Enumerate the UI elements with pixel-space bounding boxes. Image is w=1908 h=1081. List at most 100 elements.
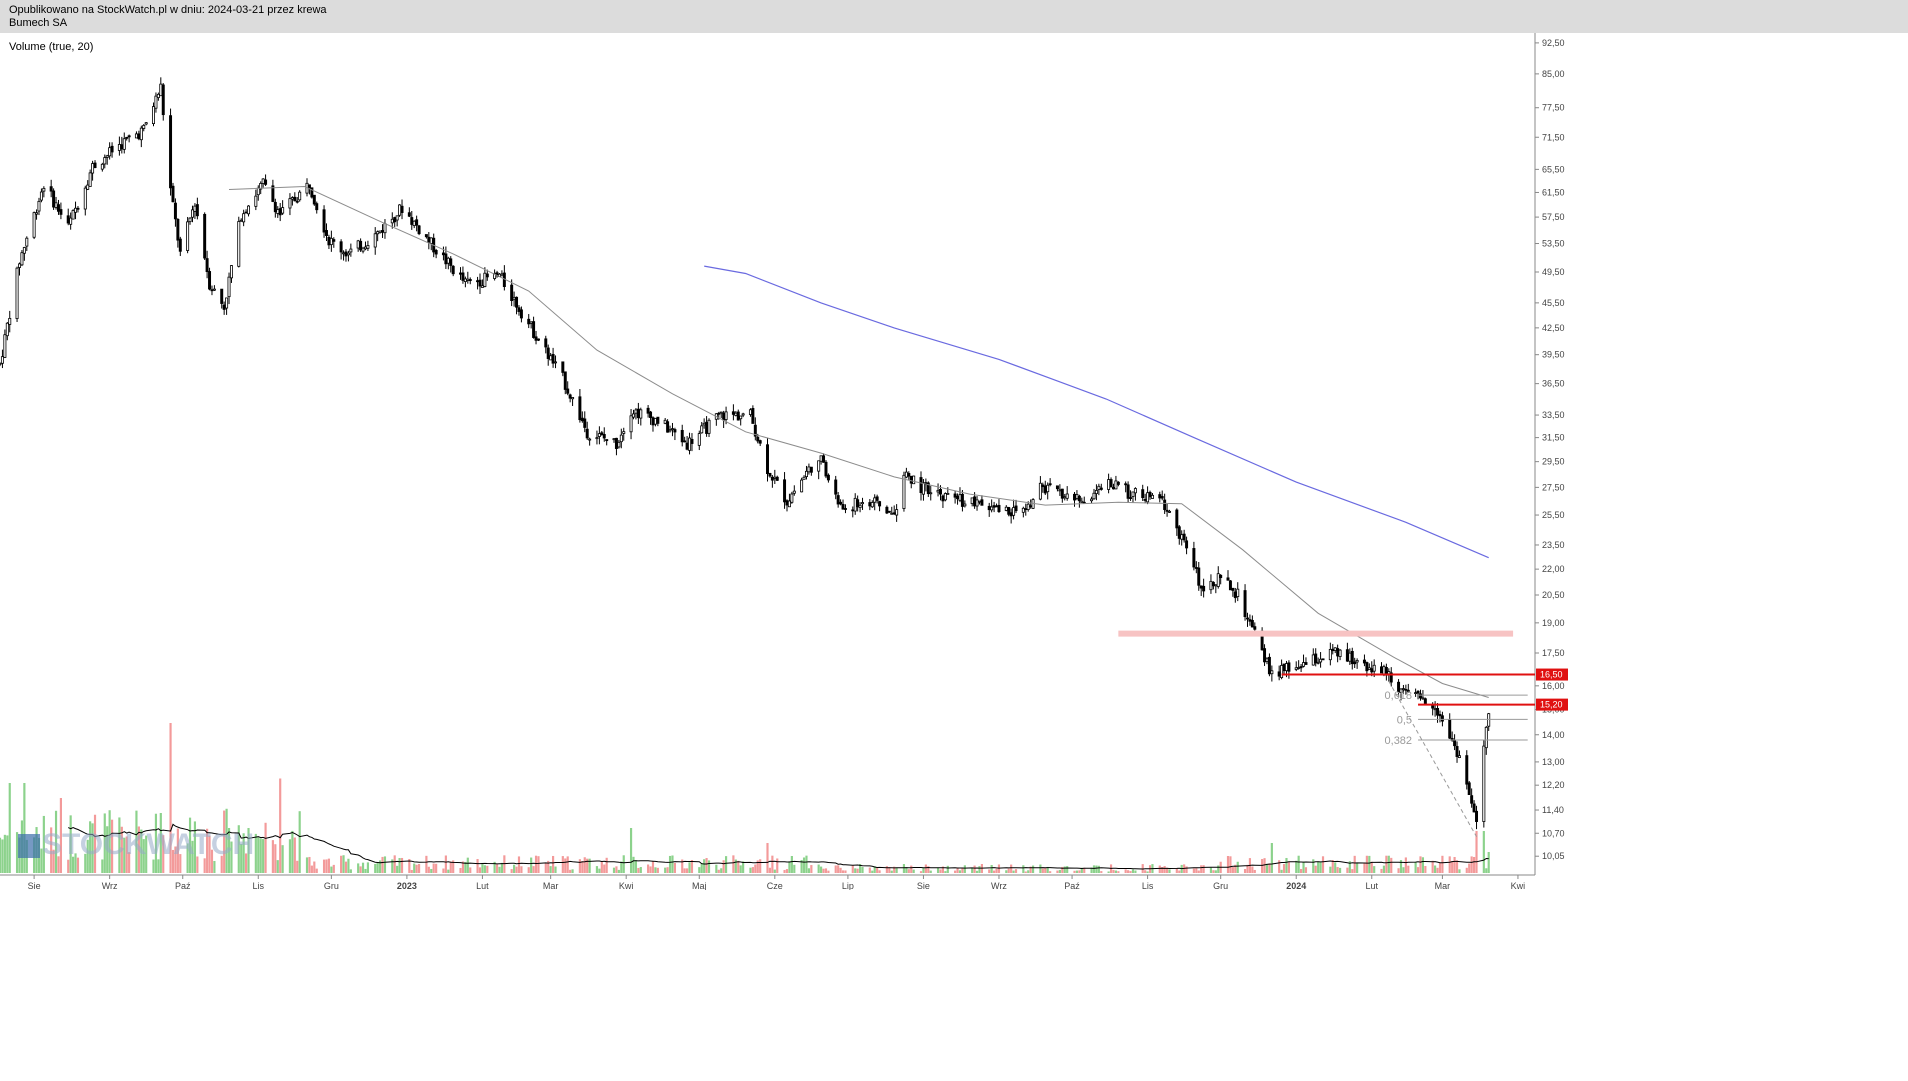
candle-body xyxy=(907,473,911,477)
volume-bar xyxy=(888,867,891,873)
volume-bar xyxy=(510,869,513,873)
volume-bar xyxy=(40,848,43,873)
candle-body xyxy=(327,236,331,246)
x-tick-label: 2023 xyxy=(397,881,417,890)
candle-body xyxy=(1365,662,1369,672)
volume-bar xyxy=(649,866,652,873)
candle-body xyxy=(383,223,387,234)
x-tick-label: 2024 xyxy=(1286,881,1306,890)
y-tick-label: 65,50 xyxy=(1542,164,1565,174)
candle-body xyxy=(909,475,913,484)
volume-bar xyxy=(919,871,923,873)
candle-body xyxy=(841,504,845,510)
candle xyxy=(785,499,789,512)
candle-body xyxy=(1073,493,1076,501)
volume-bar xyxy=(1402,867,1405,873)
candle-body xyxy=(5,322,9,337)
volume-bar xyxy=(1348,861,1351,873)
volume-bar xyxy=(503,855,506,873)
volume-bar xyxy=(398,858,401,873)
candle xyxy=(532,316,536,339)
candle xyxy=(926,481,930,497)
volume-bar xyxy=(1373,866,1376,873)
candle xyxy=(466,271,470,284)
candle xyxy=(1457,750,1461,759)
volume-bar xyxy=(259,838,262,873)
candle-body xyxy=(363,246,367,250)
volume-bar xyxy=(1117,871,1120,873)
candle-body xyxy=(571,397,575,400)
candle xyxy=(617,439,621,449)
volume-bar xyxy=(673,862,676,873)
candle-body xyxy=(960,493,964,507)
volume-bar xyxy=(1031,865,1035,873)
candle xyxy=(1314,648,1318,667)
candle-body xyxy=(1202,585,1206,592)
candle xyxy=(329,230,333,252)
candle xyxy=(907,471,911,480)
candle-body xyxy=(400,205,404,213)
candle xyxy=(125,136,129,141)
y-tick-label: 85,00 xyxy=(1542,69,1565,79)
candle-body xyxy=(298,191,302,201)
volume-bar xyxy=(766,843,769,873)
candle-body xyxy=(20,252,24,266)
candle xyxy=(1282,663,1286,675)
volume-bar xyxy=(666,867,669,873)
candle-body xyxy=(378,230,382,234)
candle xyxy=(1267,653,1271,677)
candle xyxy=(1467,780,1471,796)
candle-body xyxy=(873,497,877,503)
candle xyxy=(1090,496,1094,504)
candle-body xyxy=(773,476,777,479)
candle xyxy=(566,381,570,396)
volume-bar xyxy=(1424,865,1427,873)
candle xyxy=(395,215,399,227)
candle-body xyxy=(551,354,555,364)
volume-bar xyxy=(274,844,277,873)
candle xyxy=(18,262,21,276)
volume-bar xyxy=(690,860,694,873)
candle-body xyxy=(861,502,865,505)
volume-bar xyxy=(1453,856,1456,873)
candle-body xyxy=(415,219,419,226)
y-tick-label: 14,00 xyxy=(1542,730,1565,740)
candle-body xyxy=(617,441,621,448)
candle xyxy=(1065,486,1069,501)
y-tick-label: 10,05 xyxy=(1542,851,1565,861)
volume-bar xyxy=(193,821,197,873)
candle xyxy=(736,409,740,421)
candle xyxy=(25,236,29,251)
candle xyxy=(1236,582,1240,602)
candle-body xyxy=(649,411,653,418)
candle-body xyxy=(237,221,241,267)
candle-body xyxy=(1060,488,1064,499)
candle xyxy=(366,240,370,251)
y-tick-label: 10,70 xyxy=(1542,828,1565,838)
volume-bar xyxy=(291,830,294,873)
candle-body xyxy=(722,412,726,421)
candle-body xyxy=(1090,498,1094,502)
volume-bar xyxy=(498,866,501,873)
volume-bar xyxy=(1416,867,1420,873)
candle xyxy=(758,439,762,447)
candle xyxy=(1216,566,1220,589)
volume-bar xyxy=(76,857,80,873)
candle xyxy=(807,463,811,475)
candle-body xyxy=(108,147,112,157)
candle-body xyxy=(359,240,363,251)
candle-body xyxy=(748,409,752,415)
candle xyxy=(459,267,462,280)
candle-body xyxy=(381,230,385,233)
volume-bar xyxy=(1095,865,1098,873)
candle xyxy=(74,201,78,220)
candle xyxy=(1177,525,1181,545)
candle xyxy=(20,250,24,267)
candle xyxy=(1041,482,1045,493)
candle xyxy=(1336,644,1340,663)
candle-body xyxy=(892,512,896,515)
volume-bar xyxy=(1280,869,1283,873)
volume-bar xyxy=(698,867,701,873)
x-tick-label: Lip xyxy=(842,881,854,890)
candle-body xyxy=(466,278,470,281)
